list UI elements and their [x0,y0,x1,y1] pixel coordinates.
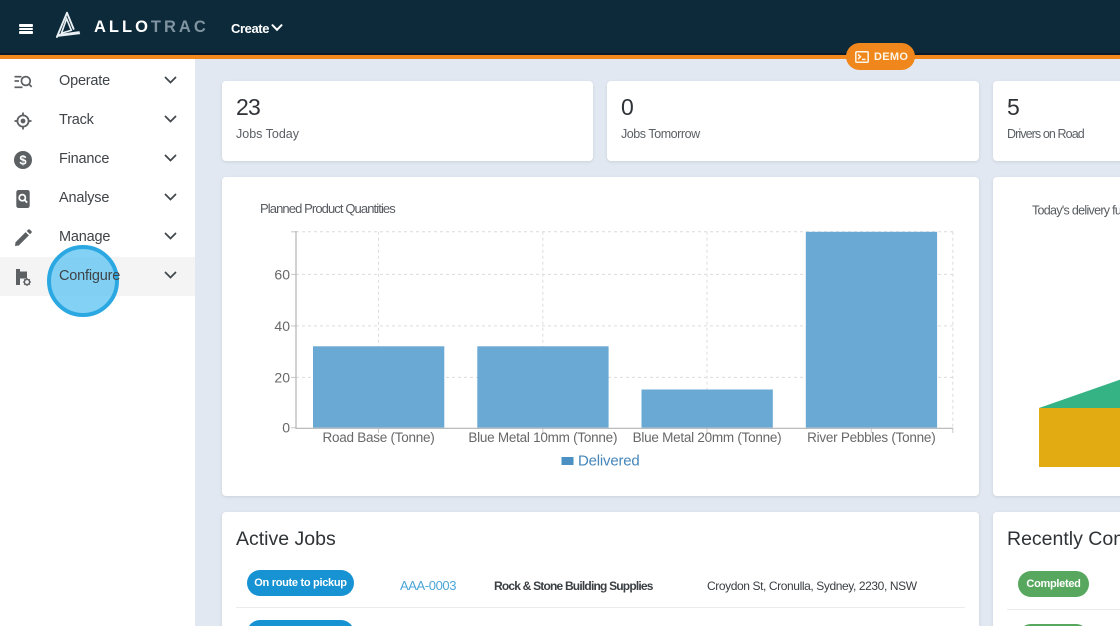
svg-text:60: 60 [274,266,290,282]
svg-text:Today's delivery fulfilment (T: Today's delivery fulfilment (Tonne) [1032,204,1120,218]
svg-text:Road Base (Tonne): Road Base (Tonne) [322,430,434,445]
svg-text:Delivered: Delivered [578,453,640,470]
svg-text:0: 0 [282,420,290,436]
svg-text:Blue Metal 10mm (Tonne): Blue Metal 10mm (Tonne) [468,430,617,445]
svg-text:Blue Metal 20mm (Tonne): Blue Metal 20mm (Tonne) [633,430,782,445]
svg-text:Planned Product Quantities: Planned Product Quantities [260,201,396,216]
svg-text:20: 20 [274,369,290,385]
svg-text:River Pebbles (Tonne): River Pebbles (Tonne) [807,430,935,445]
svg-text:$: $ [19,152,27,167]
svg-text:40: 40 [274,318,290,334]
